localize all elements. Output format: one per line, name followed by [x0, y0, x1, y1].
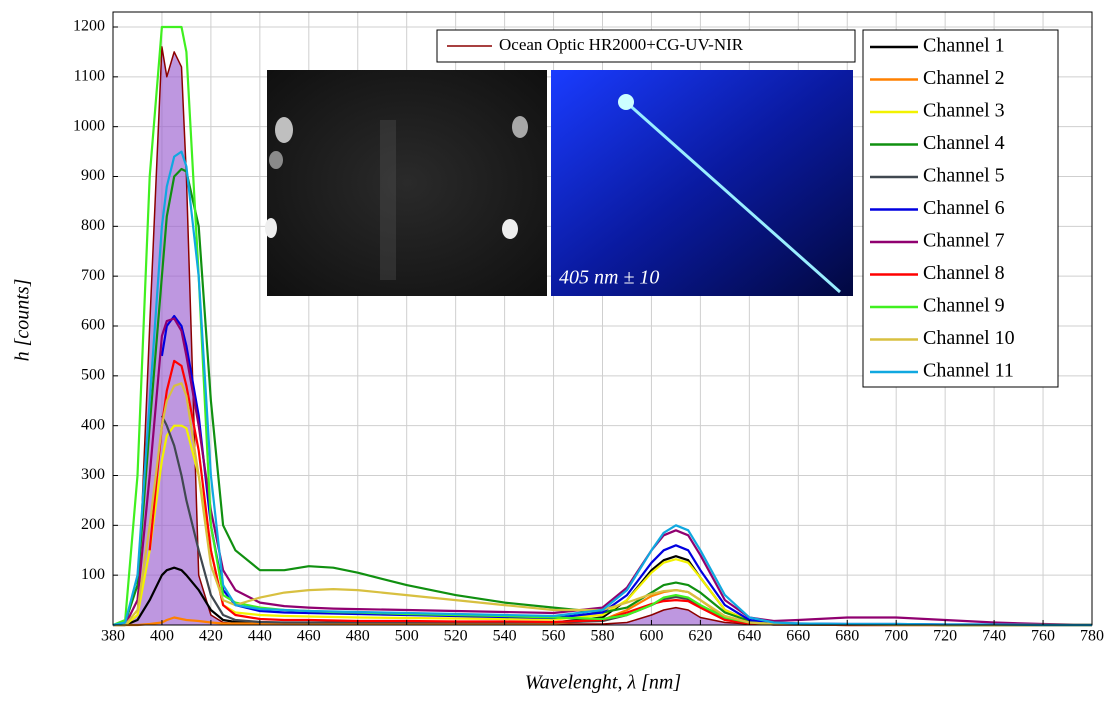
y-tick-label: 900 [81, 167, 105, 184]
x-tick-label: 400 [150, 628, 174, 645]
spot [269, 151, 283, 169]
legend-box [436, 29, 856, 63]
x-tick-label: 480 [346, 628, 370, 645]
x-tick-label: 780 [1080, 628, 1104, 645]
x-axis-label: Wavelenght, λ [nm] [525, 672, 681, 694]
spot [502, 219, 518, 239]
y-tick-label: 300 [81, 466, 105, 483]
legend-label: Channel 3 [923, 100, 1005, 122]
y-tick-label: 200 [81, 516, 105, 533]
x-tick-label: 420 [199, 628, 223, 645]
inset-photos: 405 nm ± 10 [265, 70, 853, 296]
legend-label: Channel 11 [923, 360, 1014, 382]
x-tick-label: 460 [297, 628, 321, 645]
x-tick-label: 660 [786, 628, 810, 645]
y-tick-label: 1100 [74, 68, 105, 85]
x-tick-label: 600 [639, 628, 663, 645]
legend-label: Channel 4 [923, 132, 1005, 154]
x-tick-label: 620 [688, 628, 712, 645]
legend-label: Channel 9 [923, 295, 1005, 317]
spot [265, 218, 277, 238]
x-tick-label: 680 [835, 628, 859, 645]
legend-label: Channel 7 [923, 230, 1005, 252]
x-tick-label: 380 [101, 628, 125, 645]
y-tick-label: 700 [81, 267, 105, 284]
y-tick-label: 600 [81, 317, 105, 334]
spot [275, 117, 293, 143]
inset-dark-photo [267, 70, 547, 296]
x-tick-label: 560 [542, 628, 566, 645]
line [148, 359, 1092, 627]
y-tick-label: 1000 [73, 117, 105, 134]
line [113, 382, 1092, 627]
laser-beam [625, 100, 841, 294]
x-tick-label: 740 [982, 628, 1006, 645]
x-tick-label: 520 [444, 628, 468, 645]
legend-label: Channel 10 [923, 327, 1015, 349]
y-tick-label: 400 [81, 416, 105, 433]
line [113, 317, 1093, 627]
legend-label: Channel 5 [923, 165, 1005, 187]
x-tick-label: 540 [493, 628, 517, 645]
legend-label: Channel 1 [923, 35, 1005, 57]
legend-label: Channel 6 [923, 197, 1005, 219]
spot [512, 116, 528, 138]
y-tick-label: 500 [81, 367, 105, 384]
y-tick-label: 1200 [73, 18, 105, 35]
laser-spot [618, 94, 634, 110]
x-tick-label: 580 [591, 628, 615, 645]
x-tick-label: 720 [933, 628, 957, 645]
x-tick-label: 440 [248, 628, 272, 645]
x-tick-label: 760 [1031, 628, 1055, 645]
y-tick-label: 100 [81, 566, 105, 583]
y-tick-label: 800 [81, 217, 105, 234]
x-tick-label: 640 [737, 628, 761, 645]
legend: Ocean Optic HR2000+CG-UV-NIR Channel 1 Cha… [436, 29, 1059, 388]
x-tick-label: 700 [884, 628, 908, 645]
y-axis-label: h [counts] [12, 279, 34, 362]
x-tick-label: 500 [395, 628, 419, 645]
legend-label: Channel 2 [923, 67, 1005, 89]
legend-label: Channel 8 [923, 262, 1005, 284]
line [112, 150, 1092, 627]
streak [380, 120, 396, 280]
annotation: 405 nm ± 10 [559, 267, 659, 289]
legend-label: Ocean Optic HR2000+CG-UV-NIR [499, 35, 744, 54]
